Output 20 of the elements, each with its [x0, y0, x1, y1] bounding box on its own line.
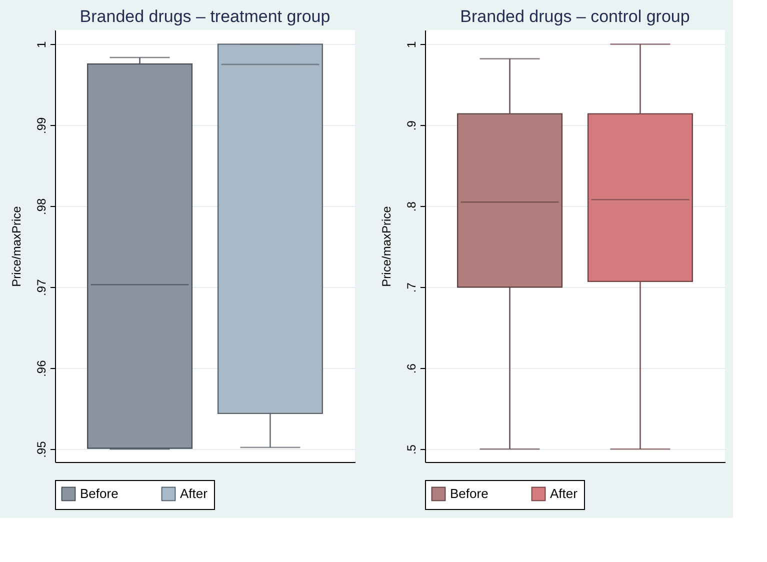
legend-label: After [180, 486, 208, 501]
legend-label: Before [450, 486, 488, 501]
legend-label: Before [80, 486, 118, 501]
y-tick-label: .96 [34, 360, 48, 377]
y-tick-label: .6 [404, 363, 418, 374]
chart-title: Branded drugs – control group [460, 7, 690, 26]
y-tick-label: .98 [34, 198, 48, 215]
y-tick-label: .5 [404, 444, 418, 455]
y-tick-label: .8 [404, 201, 418, 212]
y-tick-label: .7 [404, 282, 418, 293]
y-tick-label: .95 [34, 440, 48, 458]
y-tick-label: .97 [34, 278, 48, 296]
y-tick-label: 1 [404, 41, 418, 48]
y-axis-title: Price/maxPrice [380, 206, 394, 287]
legend-label: After [550, 486, 578, 501]
y-tick-label: .9 [404, 120, 418, 131]
y-tick-label: 1 [34, 41, 48, 48]
y-tick-label: .99 [34, 116, 48, 134]
chart-title: Branded drugs – treatment group [80, 7, 330, 26]
y-axis-title: Price/maxPrice [10, 206, 24, 287]
